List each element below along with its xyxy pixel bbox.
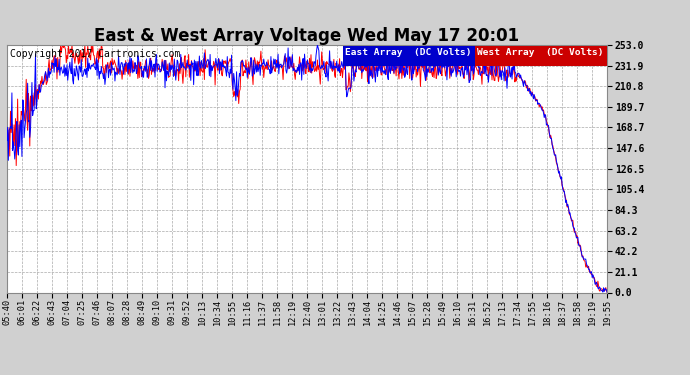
Text: Copyright 2017 Cartronics.com: Copyright 2017 Cartronics.com [10,49,181,59]
Text: East Array  (DC Volts): East Array (DC Volts) [345,48,472,57]
Title: East & West Array Voltage Wed May 17 20:01: East & West Array Voltage Wed May 17 20:… [95,27,520,45]
Text: West Array  (DC Volts): West Array (DC Volts) [477,48,604,57]
